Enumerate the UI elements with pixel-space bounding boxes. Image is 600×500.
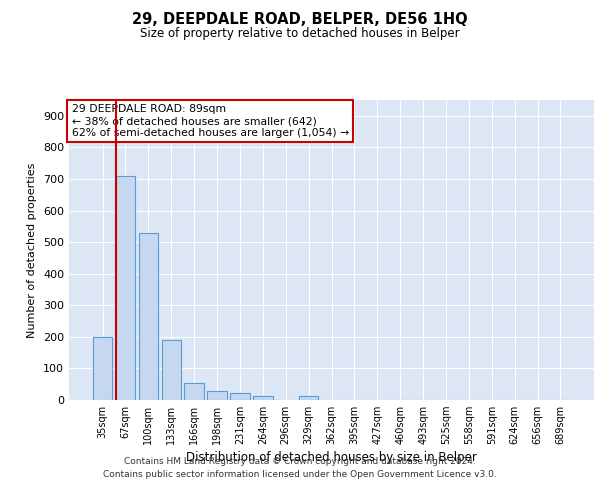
Bar: [299, 396, 319, 400]
Y-axis label: Number of detached properties: Number of detached properties: [28, 162, 37, 338]
Bar: [208, 390, 227, 400]
Bar: [139, 232, 158, 400]
Text: Size of property relative to detached houses in Belper: Size of property relative to detached ho…: [140, 28, 460, 40]
Bar: [116, 176, 135, 400]
Bar: [253, 396, 272, 400]
Bar: [184, 382, 204, 400]
Text: 29, DEEPDALE ROAD, BELPER, DE56 1HQ: 29, DEEPDALE ROAD, BELPER, DE56 1HQ: [132, 12, 468, 28]
Text: Contains HM Land Registry data © Crown copyright and database right 2024.: Contains HM Land Registry data © Crown c…: [124, 458, 476, 466]
Bar: [230, 393, 250, 400]
Text: 29 DEEPDALE ROAD: 89sqm
← 38% of detached houses are smaller (642)
62% of semi-d: 29 DEEPDALE ROAD: 89sqm ← 38% of detache…: [71, 104, 349, 138]
Text: Contains public sector information licensed under the Open Government Licence v3: Contains public sector information licen…: [103, 470, 497, 479]
X-axis label: Distribution of detached houses by size in Belper: Distribution of detached houses by size …: [186, 452, 477, 464]
Bar: [93, 337, 112, 400]
Bar: [161, 340, 181, 400]
